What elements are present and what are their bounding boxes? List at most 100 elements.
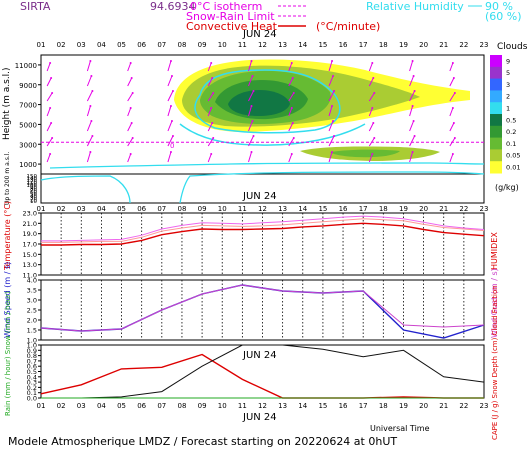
hour-label-23: 23 [480, 41, 489, 49]
wind-arrow [167, 90, 174, 102]
hour-label-22: 22 [459, 402, 468, 410]
hour-label-08: 08 [177, 205, 186, 213]
hour-label-21: 21 [439, 205, 448, 213]
wind-arrow [248, 120, 253, 132]
wind-arrow [207, 153, 212, 163]
hour-label-06: 06 [137, 402, 146, 410]
ytick-11.0: 11.0 [23, 272, 37, 280]
hour-label-21: 21 [439, 41, 448, 49]
wind-arrow [46, 77, 52, 87]
wind-arrow [86, 135, 93, 147]
wind-arrow-head [412, 120, 415, 122]
wind-arrow-head [372, 122, 375, 124]
lower-ytick-120: 120 [27, 179, 38, 185]
wind-arrow-head [411, 105, 414, 107]
wind-arrow [328, 105, 333, 117]
legend-conv-unit: (°C/minute) [316, 20, 380, 33]
wind-arrow-head [373, 92, 376, 94]
wind-arrow-head [372, 77, 375, 79]
station-coord: 94.6934 [150, 0, 196, 13]
ytick-0.1: 0.1 [27, 389, 37, 397]
wind-arrow [288, 77, 294, 87]
date-label-top: JUN 24 [242, 29, 277, 40]
colorbar-swatch-0 [490, 55, 502, 68]
cloud-layer-darkgreen [228, 90, 290, 116]
wind-arrow [127, 137, 134, 147]
series-line-1 [41, 218, 485, 243]
wind-arrow-head [49, 62, 52, 64]
wind-arrow [409, 75, 415, 87]
wind-arrow [449, 122, 455, 132]
hour-label-05: 05 [117, 41, 126, 49]
wind-arrow-head [210, 62, 213, 64]
hour-label-03: 03 [77, 41, 86, 49]
wind-arrow-head [50, 77, 53, 79]
wind-arrow [288, 62, 293, 72]
wind-arrow-head [129, 62, 132, 64]
wind-arrow [368, 137, 375, 147]
wind-arrow-head [91, 90, 94, 92]
wind-arrow-head [212, 92, 215, 94]
ytick-0.5: 0.5 [27, 368, 37, 376]
wind-arrow [288, 107, 293, 117]
hour-label-12: 12 [258, 41, 267, 49]
hour-label-04: 04 [97, 402, 106, 410]
rh-60: (60 %) [485, 10, 522, 23]
wind-arrow-head [333, 90, 336, 92]
wind-arrow [328, 90, 335, 102]
wind-arrow [46, 137, 53, 147]
rh-contour-surface [40, 171, 485, 204]
wind-arrow [288, 92, 295, 102]
hour-label-04: 04 [97, 205, 106, 213]
ytick-19.0: 19.0 [23, 230, 37, 238]
wind-arrow [328, 120, 334, 132]
colorbar-label-2: 2 [506, 93, 510, 101]
hour-label-19: 19 [399, 205, 408, 213]
ytick-3.5: 3.5 [27, 287, 37, 295]
hour-label-06: 06 [137, 41, 146, 49]
wind-barbs [46, 60, 456, 163]
rh-90: 90 % [485, 0, 513, 13]
wind-arrow [328, 75, 334, 87]
colorbar-label-0.5: 0.5 [506, 116, 516, 124]
legend-isotherm: 0°C isotherm [190, 0, 262, 13]
wind-arrow [86, 90, 93, 102]
colorbar-label-1: 1 [506, 104, 510, 112]
colorbar-label-5: 5 [506, 69, 510, 77]
cloud-ylabel: Height (m a.s.l.) [2, 67, 12, 140]
lower-ytick-150: 150 [27, 174, 38, 180]
hour-label-20: 20 [419, 205, 428, 213]
wind-speed-ylabel: Wind Speed (m / s) [3, 262, 12, 338]
wind-arrow [368, 107, 373, 117]
wind-arrow-head [170, 120, 173, 122]
hour-label-02: 02 [57, 402, 66, 410]
lower-ytick-40: 40 [30, 194, 37, 200]
hour-label-14: 14 [298, 41, 307, 49]
hour-label-16: 16 [339, 402, 348, 410]
wind-arrow-head [252, 90, 255, 92]
colorbar-label-0.2: 0.2 [506, 128, 516, 136]
top-hour-labels: 01 02 03 04 05 06 07 08 09 10 11 12 13 14 15 16 17 18 19 20… [37, 41, 489, 49]
lower-ytick-10: 10 [30, 199, 37, 205]
temperature-plot: 11.0 13.0 15.0 17.0 19.0 21.0 23.0 [23, 210, 485, 280]
wind-arrow [207, 77, 213, 87]
hour-label-02: 02 [57, 41, 66, 49]
wind-arrow-head [89, 105, 92, 107]
ytick-1.0: 1.0 [27, 342, 37, 350]
date-label-mid: JUN 24 [242, 191, 277, 202]
wind-arrow [127, 107, 132, 117]
hour-label-21: 21 [439, 402, 448, 410]
wind-arrow [409, 135, 416, 147]
wind-arrow-head [131, 92, 134, 94]
hour-label-16: 16 [339, 205, 348, 213]
wind-arrow [86, 105, 91, 117]
wind-arrow-head [171, 90, 174, 92]
temperature-ylabel: Temperature (°C) [3, 201, 12, 271]
wind-arrow-head [331, 60, 334, 62]
wind-arrow-head [292, 137, 295, 139]
wind-arrow [409, 105, 414, 117]
hour-label-09: 09 [198, 402, 207, 410]
colorbar-swatch-1 [490, 66, 502, 80]
colorbar-swatch-9 [490, 161, 502, 174]
hour-label-03: 03 [77, 205, 86, 213]
